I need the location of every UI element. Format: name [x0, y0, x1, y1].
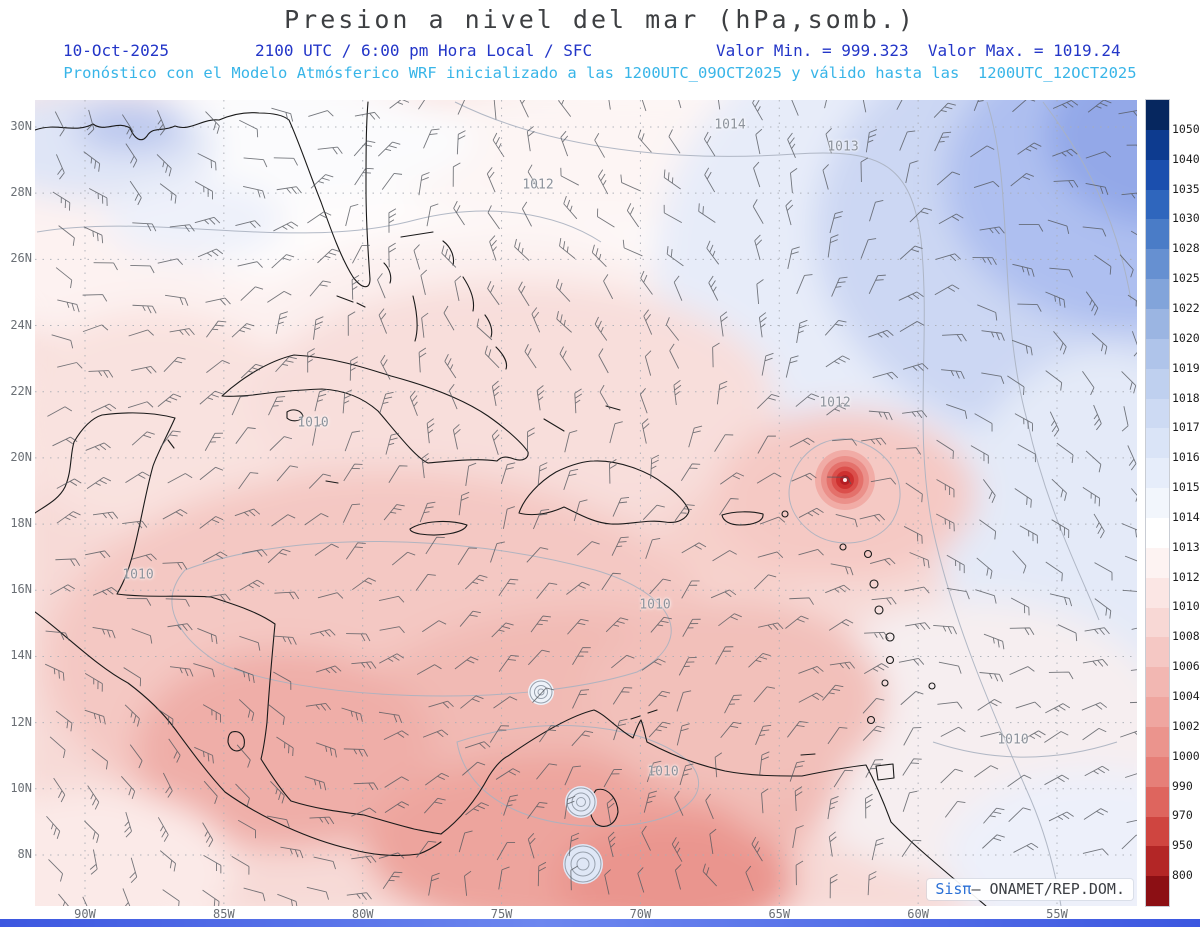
colorbar-segment: [1146, 368, 1169, 399]
colorbar-segment: [1146, 577, 1169, 608]
lat-tick-label: 18N: [10, 516, 32, 531]
colorbar-segment: [1146, 786, 1169, 817]
colorbar-tick-label: 1010: [1172, 599, 1200, 614]
isobar-value-label: 1014: [714, 117, 746, 133]
isobar-value-label: 1013: [827, 139, 859, 155]
colorbar-tick-label: 1002: [1172, 718, 1200, 733]
colorbar-segment: [1146, 458, 1169, 489]
isobar-value-label: 1010: [639, 597, 671, 613]
colorbar-segment: [1146, 816, 1169, 847]
lat-tick-label: 14N: [10, 648, 32, 663]
lat-tick-label: 30N: [10, 119, 32, 133]
valid-time-label: 2100 UTC / 6:00 pm Hora Local / SFC: [255, 41, 593, 60]
colorbar-segment: [1146, 338, 1169, 369]
colorbar-tick-label: 1028: [1172, 241, 1200, 256]
lat-tick-label: 8N: [17, 846, 32, 861]
isobar-value-label: 1010: [647, 764, 679, 780]
watermark: Sisπ– ONAMET/REP.DOM.: [927, 879, 1133, 900]
colorbar-segment: [1146, 129, 1169, 160]
pressure-shading: [35, 100, 1137, 906]
lat-tick-label: 20N: [10, 449, 32, 464]
isobar-value-label: 1010: [297, 415, 329, 431]
isobar-value-label: 1012: [522, 177, 554, 193]
colorbar-segment: [1146, 607, 1169, 638]
colorbar-segment: [1146, 756, 1169, 787]
colorbar-tick-label: 1035: [1172, 181, 1200, 196]
colorbar-segment: [1146, 488, 1169, 519]
local-low-rings: [528, 679, 603, 884]
colorbar-tick-label: 990: [1172, 778, 1193, 793]
colorbar-segment: [1146, 100, 1169, 130]
colorbar: [1145, 99, 1170, 907]
page-title: Presion a nivel del mar (hPa,somb.): [284, 5, 916, 34]
isobar-value-label: 1010: [122, 567, 154, 583]
map-area: 1014 1013 1012 1012 1010 1010 1010 1010 1010 Sis…: [35, 100, 1137, 906]
colorbar-segment: [1146, 219, 1169, 250]
colorbar-tick-label: 1000: [1172, 748, 1200, 763]
colorbar-tick-label: 1050: [1172, 121, 1200, 136]
tropical-cyclone-symbol: [815, 450, 875, 510]
lat-tick-label: 12N: [10, 714, 32, 729]
colorbar-segment: [1146, 279, 1169, 310]
valid-date-label: 10-Oct-2025: [63, 41, 169, 60]
colorbar-tick-label: 1014: [1172, 509, 1200, 524]
lat-tick-label: 24N: [10, 317, 32, 332]
colorbar-segment: [1146, 189, 1169, 220]
colorbar-segment: [1146, 309, 1169, 339]
colorbar-tick-label: 1020: [1172, 330, 1200, 345]
colorbar-segment: [1146, 697, 1169, 728]
watermark-org: ONAMET/REP.DOM.: [989, 880, 1125, 898]
colorbar-tick-label: 1017: [1172, 420, 1200, 435]
pressure-map-canvas: [35, 100, 1137, 906]
lat-tick-label: 16N: [10, 582, 32, 597]
lat-tick-label: 22N: [10, 383, 32, 398]
colorbar-tick-label: 1015: [1172, 480, 1200, 495]
lat-tick-label: 10N: [10, 780, 32, 795]
colorbar-segment: [1146, 846, 1169, 877]
watermark-brand: Sisπ: [935, 880, 972, 898]
colorbar-segment: [1146, 727, 1169, 757]
colorbar-tick-label: 1016: [1172, 450, 1200, 465]
colorbar-segment: [1146, 249, 1169, 280]
isobar-value-label: 1012: [819, 395, 851, 411]
colorbar-tick-label: 950: [1172, 838, 1193, 853]
colorbar-segment: [1146, 876, 1169, 907]
colorbar-tick-label: 800: [1172, 868, 1193, 883]
lat-tick-label: 26N: [10, 251, 32, 266]
colorbar-segment: [1146, 518, 1169, 548]
colorbar-segment: [1146, 159, 1169, 190]
isobar-value-label: 1010: [997, 732, 1029, 748]
wind-barbs-layer: [45, 100, 1137, 906]
colorbar-segment: [1146, 547, 1169, 578]
colorbar-tick-label: 1006: [1172, 659, 1200, 674]
colorbar-segment: [1146, 637, 1169, 668]
colorbar-tick-label: 1040: [1172, 151, 1200, 166]
colorbar-tick-label: 970: [1172, 808, 1193, 823]
colorbar-segment: [1146, 428, 1169, 459]
isobar-contours: [36, 101, 1132, 906]
lat-tick-label: 28N: [10, 185, 32, 200]
colorbar-segment: [1146, 667, 1169, 698]
colorbar-tick-label: 1025: [1172, 271, 1200, 286]
watermark-separator: –: [971, 880, 990, 898]
colorbar-tick-label: 1030: [1172, 211, 1200, 226]
colorbar-tick-label: 1004: [1172, 689, 1200, 704]
colorbar-segment: [1146, 398, 1169, 429]
colorbar-tick-label: 1013: [1172, 539, 1200, 554]
footer-bar: [0, 919, 1200, 927]
colorbar-tick-label: 1008: [1172, 629, 1200, 644]
colorbar-tick-label: 1018: [1172, 390, 1200, 405]
model-info-line: Pronóstico con el Modelo Atmósferico WRF…: [63, 64, 1137, 82]
colorbar-tick-label: 1022: [1172, 300, 1200, 315]
minmax-values-label: Valor Min. = 999.323 Valor Max. = 1019.2…: [716, 41, 1121, 60]
colorbar-tick-label: 1019: [1172, 360, 1200, 375]
colorbar-tick-label: 1012: [1172, 569, 1200, 584]
